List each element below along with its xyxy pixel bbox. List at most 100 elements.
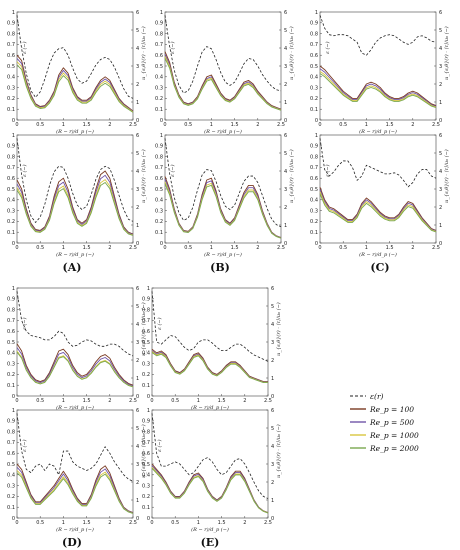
series-line-2000-panel-b-2	[164, 183, 282, 239]
y-right-tick-label: 5	[271, 426, 274, 432]
y-right-tick-label: 2	[439, 82, 442, 88]
x-tick-label: 2.5	[432, 122, 440, 128]
y-right-tick-label: 1	[284, 223, 287, 229]
y-right-tick-label: 5	[439, 28, 442, 34]
y-left-tick-label: 0.1	[310, 230, 318, 236]
x-tick-label: 2	[108, 122, 111, 128]
subplot-panel-d-2: 0 0.5 1 1.5 2 2.500.10.20.30.40.50.60.70.80.9…	[7, 408, 147, 533]
y-left-tick-label: 0.2	[7, 494, 15, 500]
y-left-tick-label: 0.2	[7, 372, 15, 378]
x-tick-label: 1.5	[231, 245, 239, 251]
y-left-tick-label: 0.2	[310, 96, 318, 102]
y-left-tick-label: 0.7	[155, 165, 163, 171]
x-tick-label: 1	[62, 245, 65, 251]
y-left-tick-label: 0.8	[7, 154, 15, 160]
y-left-tick-label: 1	[12, 133, 15, 139]
legend-label-rep-500: Re_p = 500	[369, 418, 414, 427]
x-axis-label: (R − r)/d_p (−)	[56, 526, 94, 533]
y-left-tick-label: 0	[315, 241, 318, 247]
series-line-2000-panel-c-2	[319, 193, 437, 233]
series-line-1000-panel-e-2	[151, 466, 269, 514]
y-right-tick-label: 4	[136, 169, 139, 175]
y-right-tick-label: 0	[439, 118, 442, 124]
x-tick-label: 1	[210, 122, 213, 128]
y-left-axis-label: ε (−)	[169, 164, 176, 176]
x-tick-label: 1	[62, 398, 65, 404]
legend-label-rep-2000: Re_p = 2000	[369, 444, 419, 453]
y-left-tick-label: 0.7	[7, 318, 15, 324]
y-right-axis-label: u_{s,θ}(r) · ⟨τ⟩/u₀ (−)	[275, 302, 282, 356]
x-tick-label: 0.5	[36, 245, 44, 251]
y-left-tick-label: 0.1	[7, 230, 15, 236]
series-line-2000-panel-b-1	[164, 58, 282, 111]
y-left-tick-label: 0	[315, 118, 318, 124]
y-left-tick-label: 0.7	[142, 440, 150, 446]
y-right-axis-label: u_{s,θ}(r) · ⟨τ⟩/u₀ (−)	[288, 26, 295, 80]
x-tick-label: 2	[108, 398, 111, 404]
x-tick-label: 2	[108, 520, 111, 526]
x-tick-label: 0.5	[36, 122, 44, 128]
y-left-tick-label: 0.3	[142, 361, 150, 367]
series-line-2000-panel-c-1	[319, 73, 437, 109]
subplot-panel-c-2: 0 0.5 1 1.5 2 2.500.10.20.30.40.50.60.70.80.9…	[310, 133, 450, 258]
series-line-1000-panel-c-1	[319, 71, 437, 108]
y-left-tick-label: 0.9	[142, 297, 150, 303]
x-tick-label: 2	[243, 520, 246, 526]
subplot-panel-e-2: 0 0.5 1 1.5 2 2.500.10.20.30.40.50.60.70.80.9…	[142, 408, 282, 533]
y-left-tick-label: 0.8	[310, 31, 318, 37]
x-tick-label: 2.5	[277, 245, 285, 251]
x-tick-label: 1	[197, 398, 200, 404]
y-right-tick-label: 1	[136, 100, 139, 106]
y-left-axis-label: ε (−)	[156, 439, 163, 451]
y-left-tick-label: 1	[12, 408, 15, 414]
y-left-tick-label: 0	[12, 516, 15, 522]
plot-frame	[151, 287, 269, 397]
y-right-tick-label: 4	[284, 46, 287, 52]
y-left-tick-label: 0	[147, 516, 150, 522]
x-tick-label: 1.5	[83, 520, 91, 526]
y-left-tick-label: 0	[160, 241, 163, 247]
x-axis-label: (R − r)/d_p (−)	[56, 251, 94, 258]
y-right-tick-label: 5	[136, 304, 139, 310]
y-right-tick-label: 2	[136, 480, 139, 486]
y-right-tick-label: 6	[271, 286, 274, 292]
y-right-axis-label: u_{s,θ}(r) · ⟨τ⟩/u₀ (−)	[140, 149, 147, 203]
y-left-tick-label: 0.8	[7, 429, 15, 435]
y-right-tick-label: 3	[136, 64, 139, 70]
plot-frame	[319, 134, 437, 244]
porosity-line-panel-a-1	[16, 15, 134, 99]
y-left-tick-label: 0.2	[142, 372, 150, 378]
y-left-tick-label: 0.6	[142, 451, 150, 457]
y-left-tick-label: 0.4	[142, 351, 150, 357]
series-line-1000-panel-d-2	[16, 470, 134, 514]
x-tick-label: 0	[15, 520, 18, 526]
x-tick-label: 1.5	[83, 245, 91, 251]
y-right-tick-label: 6	[136, 10, 139, 16]
y-right-tick-label: 2	[284, 205, 287, 211]
legend-label-rep-100: Re_p = 100	[369, 405, 414, 414]
y-left-tick-label: 0.8	[142, 307, 150, 313]
x-tick-label: 0.5	[171, 520, 179, 526]
y-right-tick-label: 5	[136, 426, 139, 432]
y-right-tick-label: 2	[271, 480, 274, 486]
y-right-tick-label: 6	[136, 133, 139, 139]
x-axis-label: (R − r)/d_p (−)	[359, 128, 397, 135]
porosity-line-panel-e-2	[151, 413, 269, 499]
y-left-tick-label: 0.2	[7, 96, 15, 102]
y-right-tick-label: 5	[439, 151, 442, 157]
x-tick-label: 0	[318, 245, 321, 251]
y-right-tick-label: 4	[271, 322, 274, 328]
y-left-tick-label: 0.6	[155, 53, 163, 59]
y-right-axis-label: u_{s,θ}(r) · ⟨τ⟩/u₀ (−)	[140, 302, 147, 356]
x-tick-label: 2.5	[432, 245, 440, 251]
porosity-line-panel-d-2	[16, 413, 134, 482]
panel-label-d: (D)	[62, 536, 82, 549]
y-left-tick-label: 0.8	[155, 154, 163, 160]
series-line-2000-panel-e-1	[151, 352, 268, 384]
x-tick-label: 1	[210, 245, 213, 251]
y-right-tick-label: 4	[271, 444, 274, 450]
x-tick-label: 1.5	[231, 122, 239, 128]
y-left-tick-label: 0.7	[310, 42, 318, 48]
y-right-tick-label: 1	[136, 376, 139, 382]
